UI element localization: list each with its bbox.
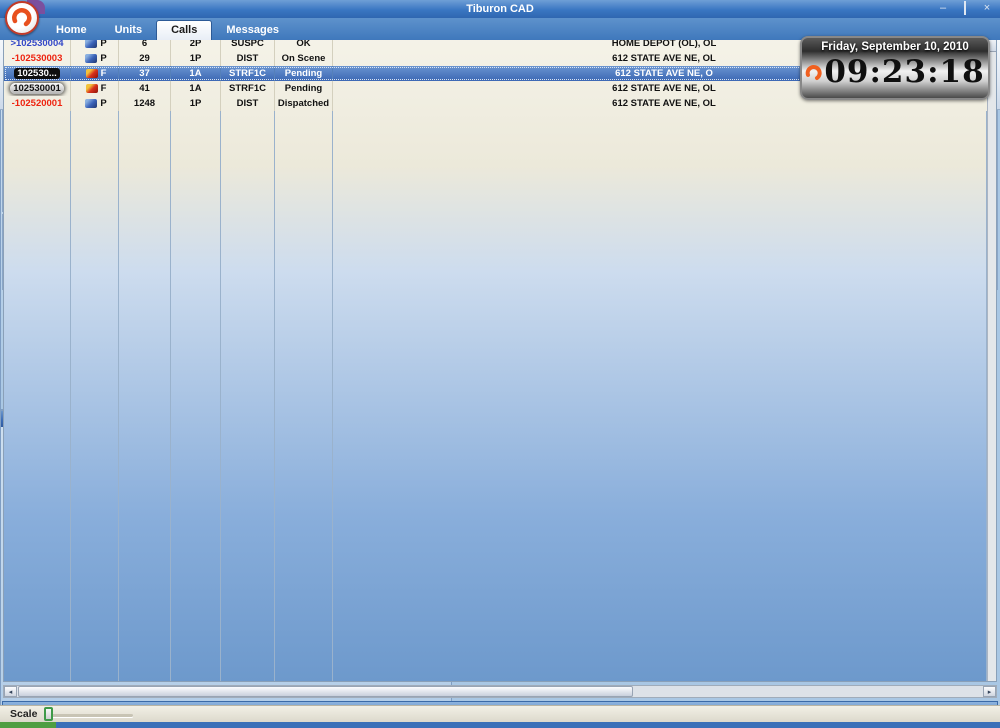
events-table: Event⌄Service≡Time≡Priority≡Type≡Status≡… — [3, 19, 997, 682]
ribbon-tabstrip: Home Units Calls Messages — [0, 18, 1000, 40]
event-status-cell: Dispatched — [275, 96, 333, 111]
minimize-button[interactable]: – — [939, 2, 947, 14]
service-text: F — [100, 83, 107, 94]
service-text: F — [100, 68, 107, 79]
scale-slider-track[interactable] — [48, 714, 133, 717]
clock-date: Friday, September 10, 2010 — [821, 41, 969, 53]
events-monitor-panel: Master Events Monitor ▾ Event⌄Service≡Ti… — [0, 19, 998, 728]
logo-ring — [5, 1, 39, 35]
empty-column — [171, 111, 221, 681]
event-status-cell: On Scene — [275, 51, 333, 66]
maximize-icon — [964, 1, 966, 15]
close-button[interactable]: × — [983, 2, 991, 14]
maximize-button[interactable] — [958, 1, 972, 15]
event-time-cell: 6 — [119, 36, 171, 51]
tab-calls[interactable]: Calls — [156, 20, 213, 40]
events-table-row[interactable]: -102530003 P 29 1P DIST On Scene 612 STATE AVE… — [4, 51, 996, 66]
police-service-icon — [85, 99, 98, 108]
window-controls: – × — [936, 1, 994, 15]
event-number-cell: 102530... — [4, 66, 71, 81]
event-status-cell: Pending — [275, 81, 333, 96]
event-number-cell: -102530003 — [4, 51, 71, 66]
service-cell: F — [71, 81, 119, 96]
police-service-icon — [85, 39, 98, 48]
event-priority-cell: 1A — [171, 66, 221, 81]
scroll-thumb[interactable] — [18, 686, 634, 697]
event-time-cell: 1248 — [119, 96, 171, 111]
clock-time: 09:23:18 — [824, 54, 985, 90]
event-status-cell: Pending — [275, 66, 333, 81]
event-priority-cell: 1P — [171, 51, 221, 66]
event-type-cell: DIST — [221, 96, 275, 111]
event-number: 102530... — [14, 68, 60, 79]
bottom-taskbar-strip — [0, 722, 1000, 728]
event-time-cell: 41 — [119, 81, 171, 96]
scroll-right-icon[interactable]: ▸ — [983, 686, 996, 697]
events-table-row[interactable]: 102530001 F 41 1A STRF1C Pending 612 STATE AVE… — [4, 81, 996, 96]
empty-column — [275, 111, 333, 681]
events-vertical-scrollbar[interactable] — [987, 36, 996, 681]
empty-column — [71, 111, 119, 681]
window-titlebar: Tiburon CAD — [0, 0, 1000, 18]
event-number-cell: >102530004 — [4, 36, 71, 51]
scale-label: Scale — [10, 708, 38, 720]
empty-column — [4, 111, 71, 681]
event-type-cell: DIST — [221, 51, 275, 66]
service-cell: P — [71, 51, 119, 66]
service-cell: P — [71, 96, 119, 111]
event-number-cell: -102520001 — [4, 96, 71, 111]
fire-service-icon — [85, 84, 98, 93]
tab-home[interactable]: Home — [56, 24, 87, 36]
event-priority-cell: 1P — [171, 96, 221, 111]
empty-column — [333, 111, 987, 681]
service-text: P — [100, 53, 107, 64]
events-table-empty-area — [4, 111, 987, 681]
event-priority-cell: 2P — [171, 36, 221, 51]
event-number-cell: 102530001 — [4, 81, 71, 96]
tab-messages[interactable]: Messages — [226, 24, 279, 36]
events-horizontal-scrollbar[interactable]: ◂ ▸ — [3, 685, 997, 698]
scroll-left-icon[interactable]: ◂ — [4, 686, 17, 697]
event-number: -102530003 — [11, 53, 63, 64]
logo-swoosh-icon — [12, 8, 32, 27]
event-time-cell: 37 — [119, 66, 171, 81]
service-cell: F — [71, 66, 119, 81]
scale-slider-thumb[interactable] — [44, 707, 53, 721]
event-number: -102520001 — [11, 98, 63, 109]
event-number: 102530001 — [10, 83, 64, 94]
taskbar-green-segment — [0, 722, 56, 728]
service-text: P — [100, 98, 107, 109]
service-cell: P — [71, 36, 119, 51]
event-number: >102530004 — [10, 38, 64, 49]
clock-logo-icon — [806, 64, 822, 80]
event-type-cell: STRF1C — [221, 66, 275, 81]
event-type-cell: STRF1C — [221, 81, 275, 96]
app-logo[interactable] — [5, 0, 45, 39]
events-table-row[interactable]: -102520001 P 1248 1P DIST Dispatched 612 STATE… — [4, 96, 996, 111]
empty-column — [119, 111, 171, 681]
event-priority-cell: 1A — [171, 81, 221, 96]
tab-units[interactable]: Units — [114, 24, 143, 36]
police-service-icon — [85, 54, 98, 63]
event-status-cell: OK — [275, 36, 333, 51]
fire-service-icon — [85, 69, 98, 78]
scale-bar: Scale — [0, 705, 1000, 722]
event-time-cell: 29 — [119, 51, 171, 66]
events-table-row[interactable]: 102530... F 37 1A STRF1C Pending 612 STATE AVE… — [4, 66, 996, 81]
service-text: P — [100, 38, 107, 49]
event-type-cell: SUSPC — [221, 36, 275, 51]
empty-column — [221, 111, 275, 681]
events-table-rows: >102530004 P 6 2P SUSPC OK HOME DEPOT (OL), OL… — [4, 36, 996, 111]
clock-panel: Friday, September 10, 2010 09:23:18 — [800, 36, 990, 100]
window-title: Tiburon CAD — [466, 3, 534, 15]
